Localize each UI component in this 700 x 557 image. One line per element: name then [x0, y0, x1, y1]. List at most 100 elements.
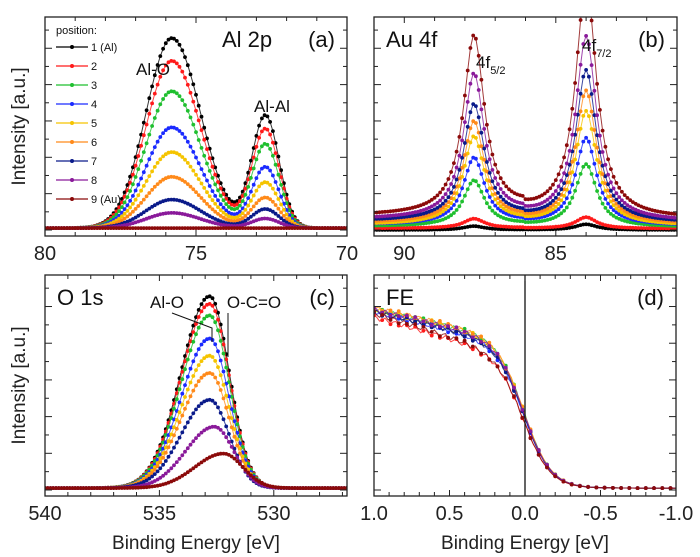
data-point	[432, 207, 437, 212]
data-point	[207, 226, 212, 231]
data-point	[485, 226, 489, 230]
data-point	[336, 226, 341, 231]
data-point	[262, 180, 267, 185]
data-point	[581, 94, 586, 99]
data-point	[650, 215, 655, 220]
data-point	[188, 226, 193, 231]
data-point	[249, 473, 253, 478]
data-point	[174, 39, 179, 43]
data-point	[185, 374, 190, 379]
data-point	[147, 485, 152, 489]
data-point	[388, 318, 393, 322]
data-point	[216, 188, 220, 193]
data-point	[56, 226, 61, 231]
data-point	[117, 226, 121, 231]
data-point	[246, 216, 251, 221]
series-7	[374, 68, 677, 222]
data-point	[207, 313, 212, 318]
data-point	[388, 209, 393, 214]
data-point	[385, 226, 390, 230]
data-point	[600, 190, 605, 195]
data-point	[529, 208, 533, 213]
data-point	[589, 109, 594, 114]
data-point	[260, 116, 264, 121]
data-point	[188, 90, 193, 95]
data-point	[188, 333, 193, 337]
data-point	[243, 226, 248, 231]
data-point	[462, 329, 467, 334]
data-point	[227, 200, 231, 205]
data-point	[199, 460, 204, 465]
data-point	[229, 439, 234, 444]
data-point	[251, 182, 256, 187]
data-point	[485, 160, 489, 164]
data-point	[606, 182, 610, 187]
data-point	[611, 486, 615, 490]
data-point	[631, 200, 635, 205]
data-point	[188, 468, 193, 473]
data-point	[592, 180, 597, 185]
legend-swatch-marker	[70, 159, 74, 163]
data-point	[196, 347, 201, 351]
data-point	[155, 477, 160, 482]
leader-line	[171, 312, 213, 342]
data-point	[438, 207, 442, 212]
data-point	[180, 155, 185, 159]
data-point	[221, 198, 226, 203]
data-point	[485, 169, 489, 174]
data-point	[227, 453, 231, 457]
legend-swatch-marker	[70, 197, 74, 201]
data-point	[163, 41, 168, 46]
data-point	[446, 195, 451, 200]
data-point	[191, 411, 196, 416]
data-point	[573, 188, 577, 193]
data-point	[122, 194, 127, 199]
data-point	[485, 143, 489, 148]
data-point	[520, 201, 525, 206]
data-point	[573, 157, 577, 162]
data-point	[410, 222, 415, 227]
data-point	[224, 405, 229, 410]
data-point	[152, 91, 157, 96]
data-point	[249, 198, 253, 203]
data-point	[202, 458, 207, 463]
data-point	[271, 209, 275, 214]
data-point	[559, 178, 564, 183]
data-point	[515, 208, 520, 213]
data-point	[199, 309, 204, 314]
data-point	[551, 225, 555, 229]
data-point	[561, 479, 566, 484]
data-point	[609, 188, 613, 193]
data-point	[218, 202, 223, 207]
data-point	[196, 363, 201, 367]
data-point	[147, 132, 152, 137]
data-point	[183, 472, 187, 476]
data-point	[196, 404, 201, 408]
panel-label: (b)	[638, 27, 665, 52]
data-point	[161, 68, 166, 73]
data-point	[595, 82, 599, 86]
data-point	[163, 471, 168, 476]
data-point	[152, 479, 157, 483]
series-4	[374, 309, 676, 490]
data-point	[196, 462, 201, 467]
data-point	[540, 201, 544, 205]
data-point	[100, 486, 105, 490]
data-point	[221, 417, 226, 422]
data-point	[89, 486, 94, 490]
data-point	[183, 180, 187, 184]
data-point	[309, 486, 314, 490]
data-point	[388, 213, 393, 218]
data-point	[443, 192, 448, 197]
data-point	[246, 226, 251, 231]
data-point	[254, 188, 259, 193]
x-axis-label: Binding Energy [eV]	[112, 533, 280, 554]
legend-item: 6	[56, 137, 97, 149]
data-point	[627, 486, 632, 490]
data-point	[534, 225, 539, 230]
data-point	[166, 439, 171, 444]
data-point	[606, 223, 610, 228]
data-point	[520, 415, 525, 420]
data-point	[177, 400, 182, 405]
data-point	[441, 187, 445, 191]
